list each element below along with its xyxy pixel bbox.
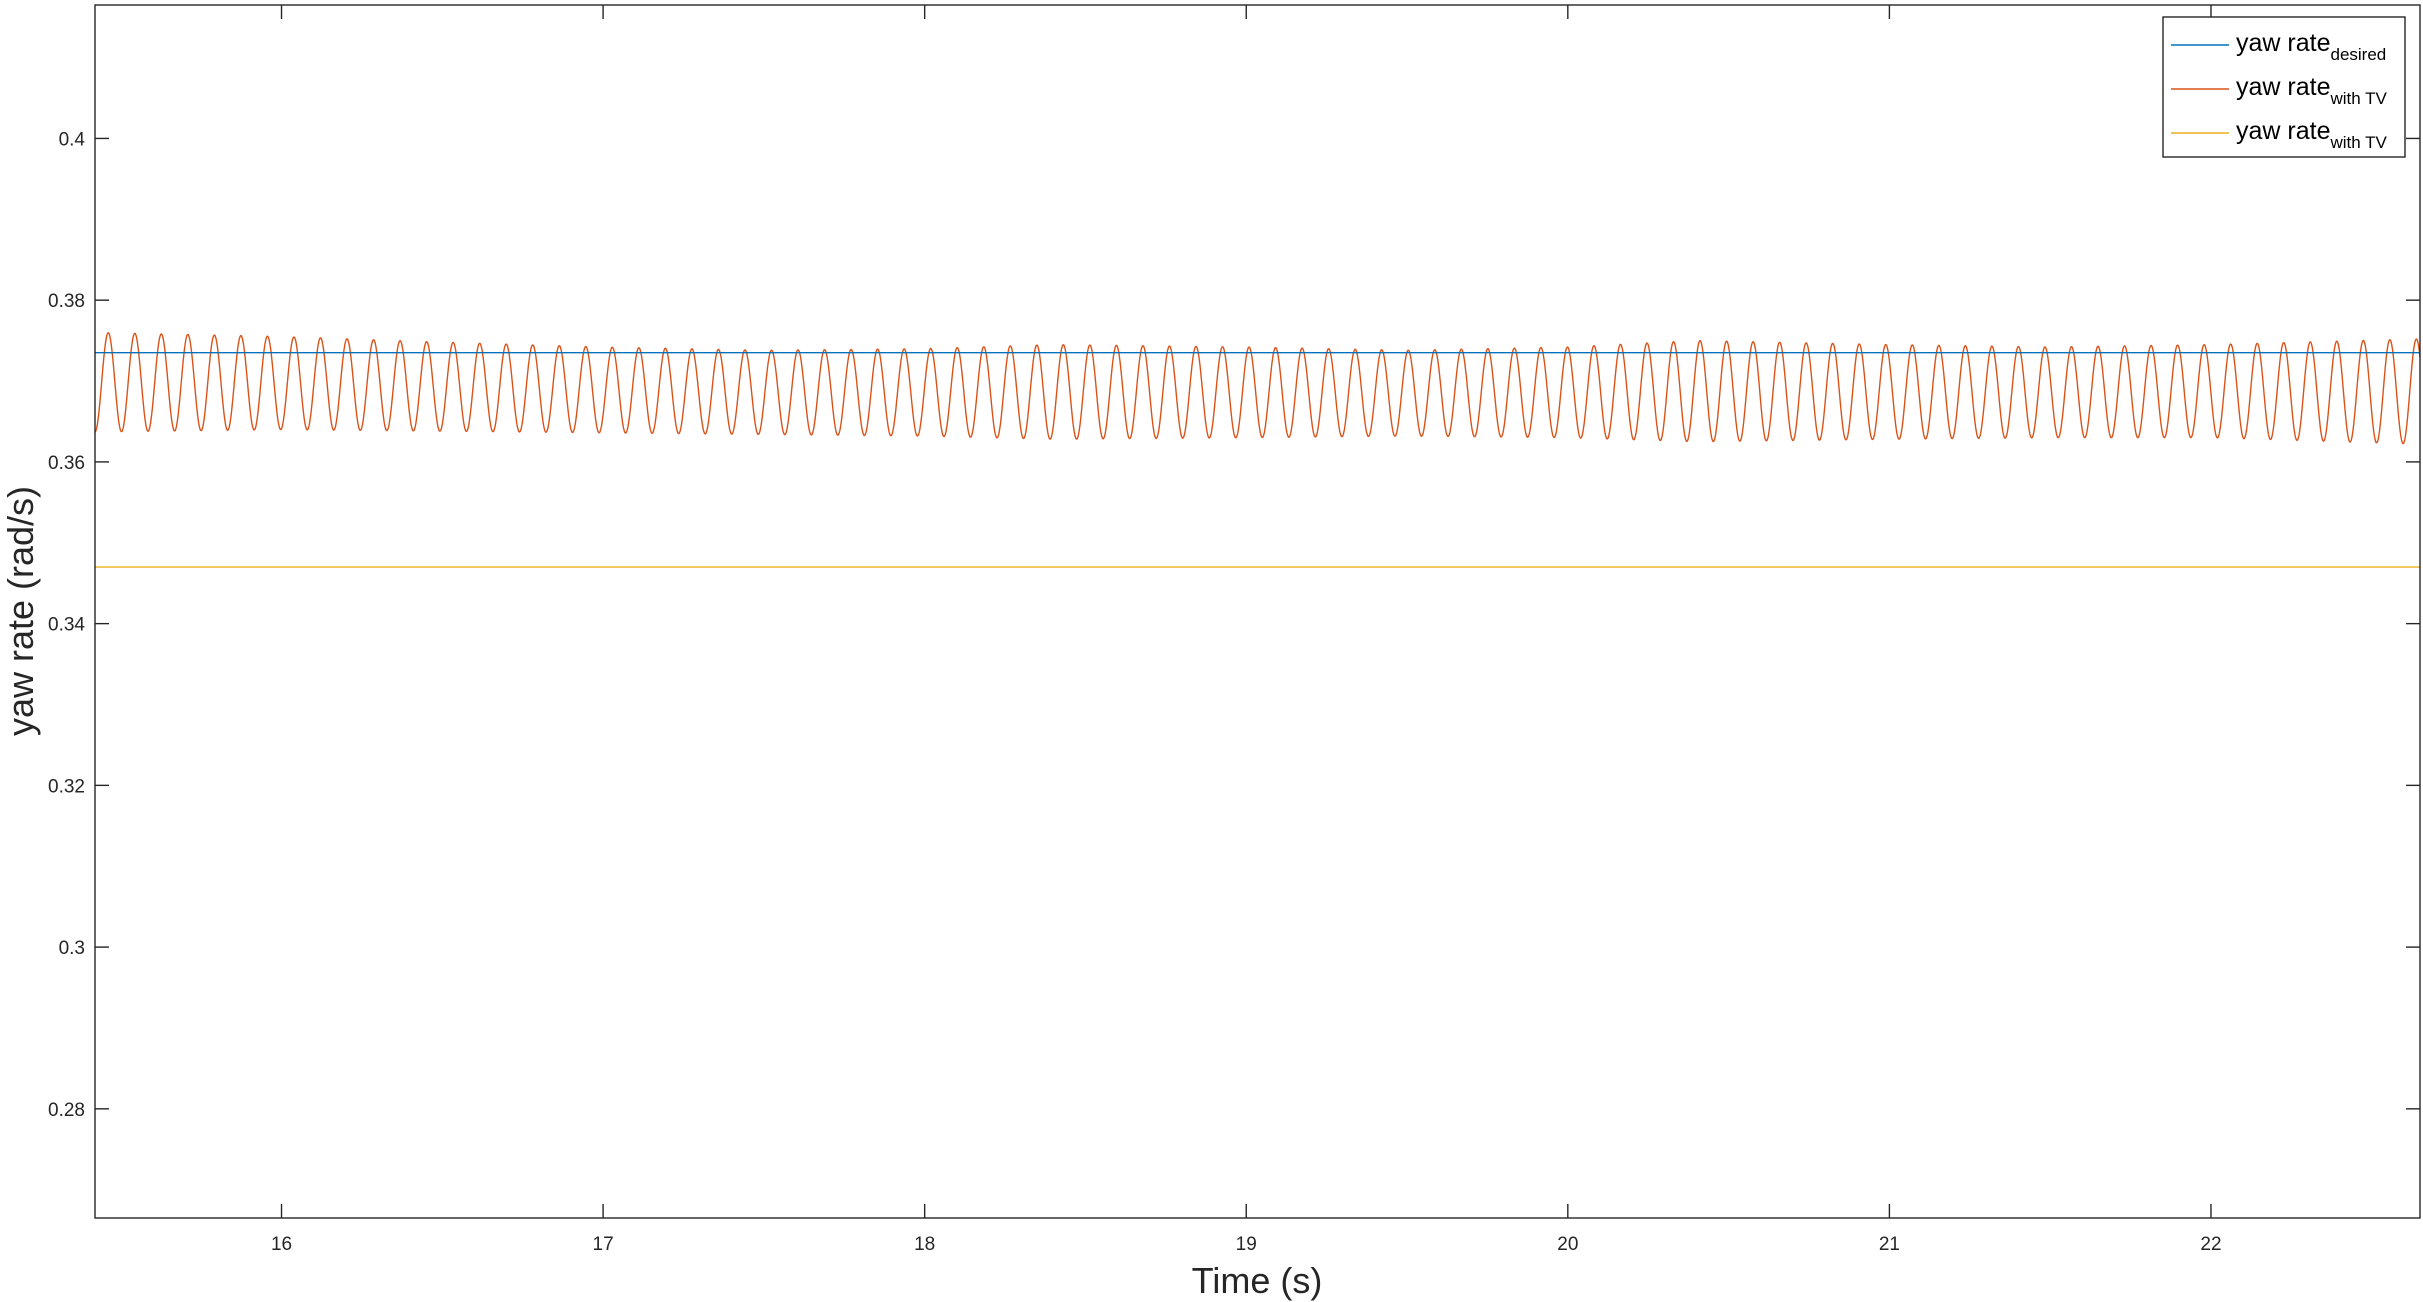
- legend-entry-with-tv-orange: yaw ratewith TV: [2171, 73, 2388, 108]
- x-tick-label: 16: [271, 1234, 292, 1255]
- x-tick-label: 21: [1879, 1234, 1900, 1255]
- y-tick-label: 0.38: [48, 291, 85, 312]
- y-axis-label: yaw rate (rad/s): [0, 486, 41, 736]
- series-layer: [94, 332, 2421, 568]
- legend-label-with-tv-orange-name: yaw rate: [2236, 73, 2330, 101]
- y-tick-label: 0.36: [48, 453, 85, 474]
- legend-label-desired: yaw ratedesired: [2236, 29, 2386, 64]
- x-tick-label: 20: [1557, 1234, 1578, 1255]
- axes-background: [95, 5, 2420, 1218]
- legend-label-with-tv-orange: yaw ratewith TV: [2236, 73, 2388, 108]
- legend-label-with-tv-yellow-subscript: with TV: [2329, 133, 2387, 152]
- legend-label-with-tv-yellow: yaw ratewith TV: [2236, 117, 2388, 152]
- legend-entry-with-tv-yellow: yaw ratewith TV: [2171, 117, 2388, 152]
- axes-box: [94, 4, 2421, 1219]
- x-tick-label: 17: [593, 1234, 614, 1255]
- plot-area: [95, 5, 2420, 1218]
- legend-label-desired-subscript: desired: [2330, 45, 2386, 64]
- x-tick-label: 18: [914, 1234, 935, 1255]
- x-axis-label: Time (s): [1192, 1260, 1323, 1301]
- x-tick-label: 22: [2200, 1234, 2221, 1255]
- y-tick-label: 0.34: [48, 615, 85, 636]
- ticks-layer: 16 17 18 19 20 21 22 0.28 0.3 0.32 0.34 0.36 0.38 0.4: [48, 5, 2420, 1255]
- y-tick-label: 0.3: [59, 938, 85, 959]
- legend-label-with-tv-yellow-name: yaw rate: [2236, 117, 2330, 145]
- legend: yaw ratedesired yaw ratewith TV yaw rate…: [2162, 16, 2406, 158]
- x-tick-label: 19: [1236, 1234, 1257, 1255]
- y-tick-label: 0.28: [48, 1100, 85, 1121]
- legend-label-with-tv-orange-subscript: with TV: [2329, 89, 2387, 108]
- legend-entry-desired: yaw ratedesired: [2171, 29, 2386, 64]
- y-tick-label: 0.32: [48, 776, 85, 797]
- y-tick-label: 0.4: [59, 129, 86, 150]
- legend-label-desired-name: yaw rate: [2236, 29, 2330, 57]
